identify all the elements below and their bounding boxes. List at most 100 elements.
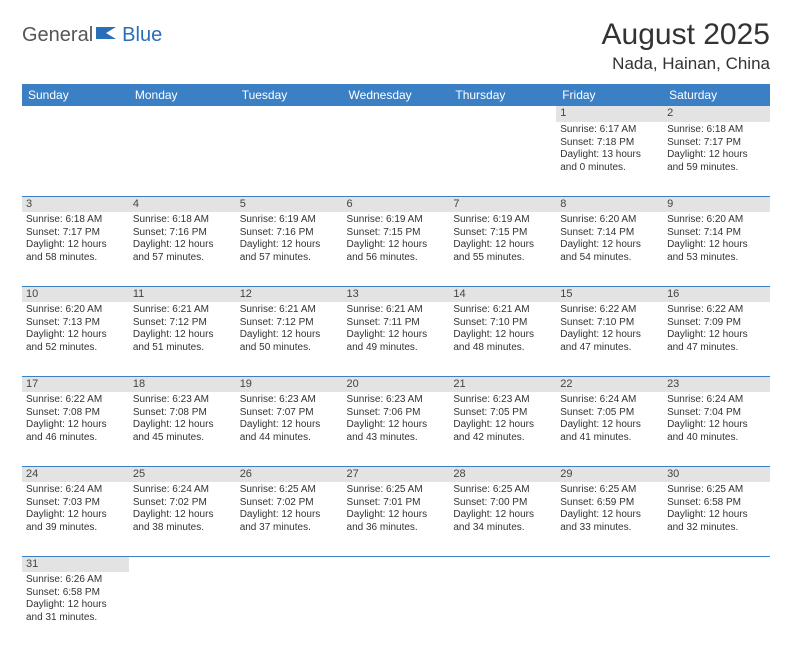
daylight-text: Daylight: 12 hours and 57 minutes. xyxy=(133,239,232,264)
sunrise-text: Sunrise: 6:21 AM xyxy=(453,304,552,317)
day-number: 18 xyxy=(129,376,236,392)
day-cell: Sunrise: 6:25 AMSunset: 7:02 PMDaylight:… xyxy=(236,482,343,556)
sunset-text: Sunset: 7:15 PM xyxy=(347,227,446,240)
sunrise-text: Sunrise: 6:24 AM xyxy=(667,394,766,407)
day-number xyxy=(236,106,343,122)
day-cell: Sunrise: 6:20 AMSunset: 7:14 PMDaylight:… xyxy=(556,212,663,286)
day-number: 1 xyxy=(556,106,663,122)
sunset-text: Sunset: 7:04 PM xyxy=(667,407,766,420)
daylight-text: Daylight: 12 hours and 38 minutes. xyxy=(133,509,232,534)
header: General Blue August 2025 Nada, Hainan, C… xyxy=(22,18,770,74)
day-header: Monday xyxy=(129,84,236,106)
daynum-row: 31 xyxy=(22,556,770,572)
sunset-text: Sunset: 7:05 PM xyxy=(453,407,552,420)
day-cell: Sunrise: 6:24 AMSunset: 7:03 PMDaylight:… xyxy=(22,482,129,556)
week-row: Sunrise: 6:26 AMSunset: 6:58 PMDaylight:… xyxy=(22,572,770,646)
daylight-text: Daylight: 13 hours and 0 minutes. xyxy=(560,149,659,174)
day-number: 4 xyxy=(129,196,236,212)
daynum-row: 12 xyxy=(22,106,770,122)
day-number: 14 xyxy=(449,286,556,302)
daylight-text: Daylight: 12 hours and 39 minutes. xyxy=(26,509,125,534)
day-cell: Sunrise: 6:25 AMSunset: 6:58 PMDaylight:… xyxy=(663,482,770,556)
daylight-text: Daylight: 12 hours and 34 minutes. xyxy=(453,509,552,534)
calendar-table: Sunday Monday Tuesday Wednesday Thursday… xyxy=(22,84,770,646)
sunset-text: Sunset: 7:11 PM xyxy=(347,317,446,330)
day-header: Thursday xyxy=(449,84,556,106)
day-number: 9 xyxy=(663,196,770,212)
sunset-text: Sunset: 7:10 PM xyxy=(453,317,552,330)
daylight-text: Daylight: 12 hours and 54 minutes. xyxy=(560,239,659,264)
sunrise-text: Sunrise: 6:23 AM xyxy=(133,394,232,407)
sunrise-text: Sunrise: 6:18 AM xyxy=(26,214,125,227)
sunset-text: Sunset: 7:00 PM xyxy=(453,497,552,510)
sunrise-text: Sunrise: 6:20 AM xyxy=(667,214,766,227)
day-header-row: Sunday Monday Tuesday Wednesday Thursday… xyxy=(22,84,770,106)
sunrise-text: Sunrise: 6:24 AM xyxy=(560,394,659,407)
day-number: 15 xyxy=(556,286,663,302)
day-cell: Sunrise: 6:22 AMSunset: 7:10 PMDaylight:… xyxy=(556,302,663,376)
day-number: 7 xyxy=(449,196,556,212)
sunrise-text: Sunrise: 6:20 AM xyxy=(26,304,125,317)
day-number: 3 xyxy=(22,196,129,212)
brand-part1: General xyxy=(22,24,93,47)
daylight-text: Daylight: 12 hours and 40 minutes. xyxy=(667,419,766,444)
day-cell: Sunrise: 6:18 AMSunset: 7:16 PMDaylight:… xyxy=(129,212,236,286)
daylight-text: Daylight: 12 hours and 55 minutes. xyxy=(453,239,552,264)
daylight-text: Daylight: 12 hours and 59 minutes. xyxy=(667,149,766,174)
daylight-text: Daylight: 12 hours and 41 minutes. xyxy=(560,419,659,444)
sunset-text: Sunset: 7:17 PM xyxy=(26,227,125,240)
sunset-text: Sunset: 7:17 PM xyxy=(667,137,766,150)
sunrise-text: Sunrise: 6:21 AM xyxy=(133,304,232,317)
day-cell xyxy=(22,122,129,196)
sunrise-text: Sunrise: 6:25 AM xyxy=(453,484,552,497)
daylight-text: Daylight: 12 hours and 53 minutes. xyxy=(667,239,766,264)
day-number xyxy=(22,106,129,122)
day-header: Wednesday xyxy=(343,84,450,106)
sunrise-text: Sunrise: 6:25 AM xyxy=(240,484,339,497)
day-number xyxy=(556,556,663,572)
sunrise-text: Sunrise: 6:19 AM xyxy=(347,214,446,227)
sunrise-text: Sunrise: 6:20 AM xyxy=(560,214,659,227)
daylight-text: Daylight: 12 hours and 49 minutes. xyxy=(347,329,446,354)
day-cell xyxy=(129,122,236,196)
day-number: 19 xyxy=(236,376,343,392)
sunset-text: Sunset: 7:02 PM xyxy=(240,497,339,510)
day-cell: Sunrise: 6:24 AMSunset: 7:04 PMDaylight:… xyxy=(663,392,770,466)
sunrise-text: Sunrise: 6:26 AM xyxy=(26,574,125,587)
day-cell xyxy=(449,572,556,646)
day-cell: Sunrise: 6:25 AMSunset: 6:59 PMDaylight:… xyxy=(556,482,663,556)
sunset-text: Sunset: 7:02 PM xyxy=(133,497,232,510)
sunset-text: Sunset: 7:16 PM xyxy=(240,227,339,240)
sunrise-text: Sunrise: 6:22 AM xyxy=(560,304,659,317)
day-cell: Sunrise: 6:21 AMSunset: 7:11 PMDaylight:… xyxy=(343,302,450,376)
sunset-text: Sunset: 7:01 PM xyxy=(347,497,446,510)
sunset-text: Sunset: 7:06 PM xyxy=(347,407,446,420)
daylight-text: Daylight: 12 hours and 32 minutes. xyxy=(667,509,766,534)
sunrise-text: Sunrise: 6:24 AM xyxy=(133,484,232,497)
day-number: 28 xyxy=(449,466,556,482)
daylight-text: Daylight: 12 hours and 44 minutes. xyxy=(240,419,339,444)
day-number: 8 xyxy=(556,196,663,212)
sunrise-text: Sunrise: 6:21 AM xyxy=(347,304,446,317)
location: Nada, Hainan, China xyxy=(602,54,770,74)
sunset-text: Sunset: 6:58 PM xyxy=(667,497,766,510)
daylight-text: Daylight: 12 hours and 33 minutes. xyxy=(560,509,659,534)
brand-part2: Blue xyxy=(122,24,162,47)
daylight-text: Daylight: 12 hours and 48 minutes. xyxy=(453,329,552,354)
sunrise-text: Sunrise: 6:24 AM xyxy=(26,484,125,497)
day-number: 25 xyxy=(129,466,236,482)
sunrise-text: Sunrise: 6:25 AM xyxy=(347,484,446,497)
day-cell: Sunrise: 6:19 AMSunset: 7:15 PMDaylight:… xyxy=(449,212,556,286)
daynum-row: 3456789 xyxy=(22,196,770,212)
sunset-text: Sunset: 7:13 PM xyxy=(26,317,125,330)
day-number: 6 xyxy=(343,196,450,212)
day-cell: Sunrise: 6:18 AMSunset: 7:17 PMDaylight:… xyxy=(22,212,129,286)
day-cell: Sunrise: 6:20 AMSunset: 7:14 PMDaylight:… xyxy=(663,212,770,286)
sunset-text: Sunset: 7:07 PM xyxy=(240,407,339,420)
day-cell xyxy=(236,122,343,196)
day-cell: Sunrise: 6:22 AMSunset: 7:09 PMDaylight:… xyxy=(663,302,770,376)
sunset-text: Sunset: 6:59 PM xyxy=(560,497,659,510)
daylight-text: Daylight: 12 hours and 57 minutes. xyxy=(240,239,339,264)
daylight-text: Daylight: 12 hours and 37 minutes. xyxy=(240,509,339,534)
day-number xyxy=(343,106,450,122)
